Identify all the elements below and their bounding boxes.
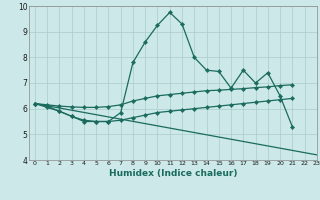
X-axis label: Humidex (Indice chaleur): Humidex (Indice chaleur) xyxy=(108,169,237,178)
